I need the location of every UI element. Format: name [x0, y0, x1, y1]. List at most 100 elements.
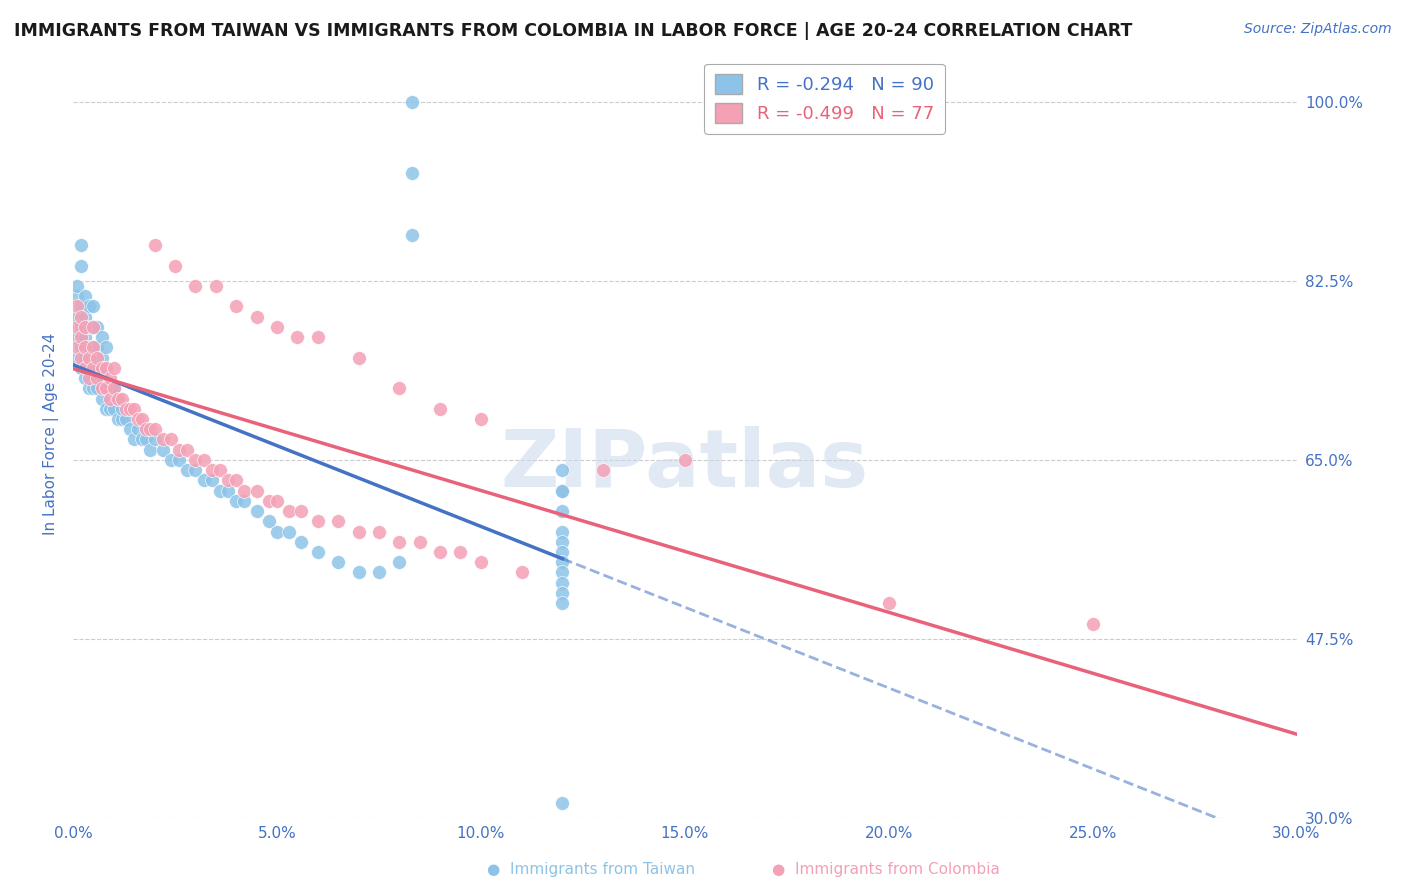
Point [70, 319, 93, 334]
Point [152, 442, 174, 457]
Point [347, 351, 370, 365]
Point [66, 279, 89, 293]
Text: ●  Immigrants from Taiwan: ● Immigrants from Taiwan [486, 863, 695, 877]
Point [326, 514, 349, 528]
Point [82, 340, 104, 354]
Point [257, 493, 280, 508]
Point [193, 474, 215, 488]
Point [75, 330, 97, 344]
Point [285, 330, 308, 344]
Point [143, 238, 166, 252]
Point [326, 555, 349, 569]
Point [367, 566, 389, 580]
Point [94, 360, 117, 375]
Legend: R = -0.294   N = 90, R = -0.499   N = 77: R = -0.294 N = 90, R = -0.499 N = 77 [704, 63, 945, 134]
Point [66, 330, 89, 344]
Point [107, 392, 129, 406]
Text: IMMIGRANTS FROM TAIWAN VS IMMIGRANTS FROM COLOMBIA IN LABOR FORCE | AGE 20-24 CO: IMMIGRANTS FROM TAIWAN VS IMMIGRANTS FRO… [14, 22, 1132, 40]
Point [127, 422, 149, 436]
Point [79, 371, 101, 385]
Point [135, 433, 157, 447]
Point [347, 524, 370, 539]
Point [90, 360, 112, 375]
Point [98, 381, 121, 395]
Point [408, 534, 430, 549]
Point [70, 330, 93, 344]
Point [266, 524, 288, 539]
Point [82, 381, 104, 395]
Point [90, 392, 112, 406]
Point [66, 340, 89, 354]
Point [163, 259, 186, 273]
Point [551, 575, 574, 590]
Point [90, 381, 112, 395]
Point [122, 401, 145, 416]
Point [103, 381, 125, 395]
Point [176, 463, 198, 477]
Point [139, 442, 162, 457]
Point [217, 483, 239, 498]
Point [160, 433, 183, 447]
Text: Source: ZipAtlas.com: Source: ZipAtlas.com [1244, 22, 1392, 37]
Point [347, 566, 370, 580]
Point [510, 566, 533, 580]
Point [160, 453, 183, 467]
Point [266, 493, 288, 508]
Point [70, 351, 93, 365]
Point [79, 319, 101, 334]
Point [82, 340, 104, 354]
Point [225, 493, 247, 508]
Point [143, 433, 166, 447]
Point [75, 351, 97, 365]
Point [82, 319, 104, 334]
Point [217, 474, 239, 488]
Point [551, 545, 574, 559]
Point [470, 555, 492, 569]
Point [131, 433, 153, 447]
Point [429, 545, 451, 559]
Point [266, 319, 288, 334]
Point [75, 340, 97, 354]
Point [401, 227, 423, 242]
Point [94, 401, 117, 416]
Point [79, 300, 101, 314]
Point [551, 566, 574, 580]
Point [103, 360, 125, 375]
Point [278, 504, 301, 518]
Point [401, 166, 423, 180]
Point [184, 279, 207, 293]
Point [208, 463, 231, 477]
Point [257, 514, 280, 528]
Point [245, 483, 267, 498]
Point [184, 453, 207, 467]
Point [551, 463, 574, 477]
Point [278, 524, 301, 539]
Point [79, 381, 101, 395]
Point [107, 392, 129, 406]
Point [551, 504, 574, 518]
Point [225, 300, 247, 314]
Point [94, 381, 117, 395]
Point [551, 596, 574, 610]
Point [111, 392, 134, 406]
Point [82, 300, 104, 314]
Point [429, 401, 451, 416]
Point [388, 534, 411, 549]
Point [201, 463, 224, 477]
Point [111, 401, 134, 416]
Point [1081, 616, 1104, 631]
Point [94, 340, 117, 354]
Point [70, 310, 93, 324]
Point [90, 371, 112, 385]
Point [167, 453, 190, 467]
Point [208, 483, 231, 498]
Point [70, 238, 93, 252]
Point [111, 412, 134, 426]
Point [470, 412, 492, 426]
Point [245, 504, 267, 518]
Point [135, 422, 157, 436]
Point [66, 310, 89, 324]
Point [66, 289, 89, 303]
Point [201, 474, 224, 488]
Point [79, 340, 101, 354]
